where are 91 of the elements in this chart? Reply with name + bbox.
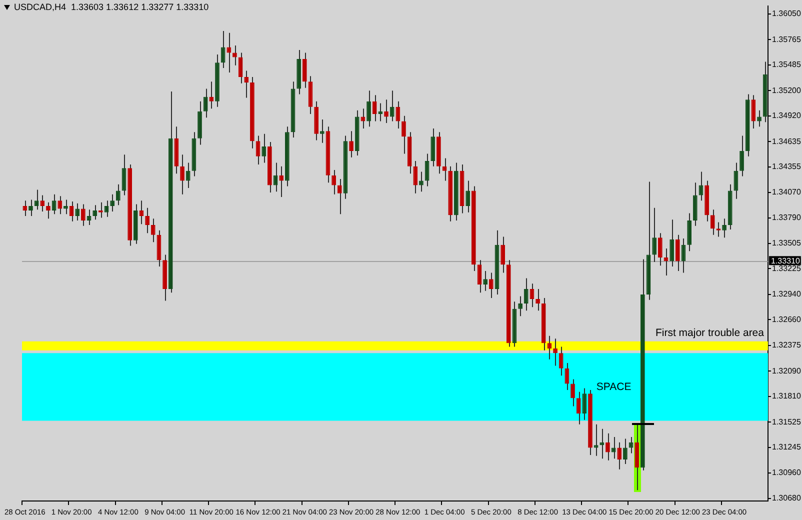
candlestick (58, 196, 62, 215)
y-tick-label: 1.33790 (772, 212, 802, 222)
candlestick (337, 178, 342, 215)
candlestick (262, 133, 266, 164)
chart-title: USDCAD,H4 1.33603 1.33612 1.33277 1.33310 (14, 2, 209, 12)
candlestick (606, 432, 610, 461)
candlestick (226, 32, 232, 74)
candlestick (524, 278, 528, 312)
candlestick (396, 100, 400, 129)
candlestick (553, 338, 558, 366)
candlestick (384, 99, 388, 124)
candlestick (22, 200, 28, 216)
candlestick (518, 296, 522, 317)
y-tick-label: 1.33505 (772, 238, 802, 248)
candlestick (302, 52, 307, 88)
candlestick (488, 272, 494, 299)
candlestick (209, 81, 214, 110)
y-tick-label: 1.34070 (772, 188, 802, 197)
candlestick (419, 171, 424, 192)
candlestick (320, 118, 324, 144)
candlestick (483, 270, 488, 292)
y-tick-label: 1.30960 (772, 468, 802, 478)
candlestick (402, 115, 406, 154)
candlestick (576, 391, 581, 425)
candlestick (372, 94, 377, 122)
y-tick-label: 1.33225 (772, 264, 802, 273)
y-tick-label: 1.30680 (772, 493, 802, 502)
candlestick (623, 438, 628, 465)
candlestick (360, 108, 366, 129)
candlestick (652, 207, 657, 262)
candlestick (92, 204, 98, 220)
y-tick-label: 1.32660 (772, 314, 802, 324)
y-tick-label: 1.31810 (772, 392, 802, 401)
candlestick (279, 166, 284, 198)
candlestick (536, 288, 540, 312)
candlestick (558, 346, 564, 376)
candlestick (710, 209, 715, 236)
y-tick-label: 1.34635 (772, 136, 802, 146)
y-tick-label: 1.34355 (772, 162, 802, 172)
candlestick (145, 207, 150, 234)
candlestick (466, 180, 470, 213)
candlestick (180, 154, 184, 195)
candlestick (220, 30, 226, 69)
y-tick-label: 1.32940 (772, 290, 802, 299)
candlestick (675, 234, 680, 272)
candlestick (116, 184, 120, 206)
y-tick-label: 1.35200 (772, 86, 802, 95)
candlestick (46, 202, 50, 220)
candlestick (757, 110, 762, 128)
candlestick (582, 388, 587, 420)
candlestick (40, 194, 45, 212)
candlestick (244, 70, 249, 98)
candlestick (570, 378, 575, 407)
candlestick (28, 199, 33, 216)
candlestick (658, 232, 662, 266)
y-tick-label: 1.35485 (772, 60, 802, 70)
band-label: SPACE (596, 380, 632, 393)
candlestick (203, 88, 208, 118)
candlestick (692, 182, 698, 226)
candlestick (670, 219, 674, 267)
candlestick (722, 218, 726, 238)
candlestick (687, 212, 692, 252)
y-tick-label: 1.32375 (772, 340, 802, 350)
band-label: First major trouble area (655, 327, 764, 340)
candlestick (150, 218, 156, 243)
candlestick (594, 424, 598, 456)
candlestick (232, 44, 237, 66)
candlestick (617, 442, 622, 470)
candlestick (500, 236, 506, 274)
y-tick-label: 1.36050 (772, 9, 802, 18)
candlestick (413, 160, 418, 194)
candlestick (751, 94, 756, 129)
candlestick (740, 135, 744, 177)
candlestick (390, 90, 394, 122)
candlestick (332, 169, 336, 195)
ref-line-label: 1.33310 (771, 256, 800, 266)
y-tick-label: 1.34920 (772, 111, 802, 120)
y-tick-label: 1.35765 (772, 34, 802, 44)
candlestick (186, 162, 190, 189)
y-tick-label: 1.32090 (772, 366, 802, 376)
candlestick (81, 204, 86, 226)
candlestick (349, 130, 354, 158)
y-tick-label: 1.31525 (772, 417, 802, 426)
candlestick (64, 199, 68, 215)
candlestick (564, 362, 570, 391)
y-tick-label: 1.31245 (772, 442, 802, 452)
candlestick (366, 90, 371, 128)
candlestick (75, 202, 80, 221)
candlestick (430, 128, 436, 167)
candlestick (110, 194, 115, 212)
candlestick (34, 189, 39, 210)
